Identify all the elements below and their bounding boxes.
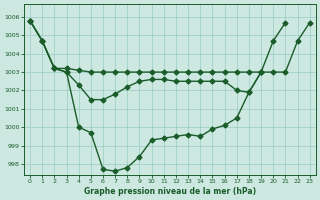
X-axis label: Graphe pression niveau de la mer (hPa): Graphe pression niveau de la mer (hPa) — [84, 187, 256, 196]
